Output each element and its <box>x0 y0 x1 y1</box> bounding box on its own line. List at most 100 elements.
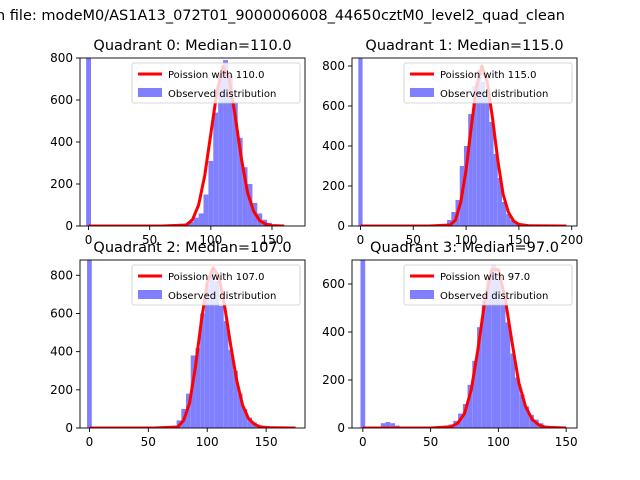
subplot-quadrant-2: 0 50 100 150 0 200 400 600 800 Quadrant 2: Median… <box>50 240 306 449</box>
histogram-bar <box>190 355 196 428</box>
histogram-bar <box>213 112 219 226</box>
histogram-bar <box>360 260 366 428</box>
legend-patch-swatch <box>138 290 162 299</box>
legend-patch-swatch <box>410 290 434 299</box>
x-tick-label: 50 <box>423 435 438 449</box>
x-tick-label: 150 <box>555 435 578 449</box>
histogram-bar <box>493 154 498 226</box>
y-tick-label: 600 <box>322 277 345 291</box>
histogram-bar <box>203 194 209 226</box>
histogram-bar <box>468 114 473 226</box>
x-tick-label: 150 <box>255 435 278 449</box>
x-tick-label: 100 <box>199 233 222 247</box>
histogram-bar <box>463 146 469 226</box>
histogram-bar <box>380 423 386 428</box>
histogram-bar <box>529 414 534 428</box>
y-tick-label: 400 <box>50 345 73 359</box>
histogram-bar <box>247 417 252 428</box>
histogram-bar <box>87 260 92 428</box>
histogram-bar <box>200 313 205 428</box>
legend-box <box>403 264 573 306</box>
histogram-bar <box>447 220 452 226</box>
subplot-title: Quadrant 2: Median=107.0 <box>93 240 291 256</box>
histogram-bar <box>233 370 238 428</box>
histogram-bar <box>497 178 502 226</box>
histogram-bar <box>510 353 515 428</box>
histogram-bar <box>489 122 494 226</box>
histogram-bar <box>227 74 233 226</box>
histogram-bar <box>223 60 228 226</box>
histogram-bar <box>510 220 515 226</box>
histogram-bar <box>496 279 501 428</box>
subplot-title: Quadrant 3: Median=97.0 <box>370 240 559 256</box>
legend-label-observed: Observed distribution <box>168 89 276 100</box>
histogram-bar <box>198 213 204 226</box>
x-tick-label: 100 <box>455 233 478 247</box>
histogram-bar <box>214 281 219 428</box>
y-tick-label: 0 <box>337 421 345 435</box>
x-tick-label: 50 <box>141 435 156 449</box>
histogram-bar <box>472 360 478 428</box>
y-tick-label: 0 <box>337 219 345 233</box>
histogram-bar <box>502 202 507 226</box>
legend-box <box>131 264 301 306</box>
legend-box <box>403 62 573 104</box>
histogram-bar <box>477 327 482 428</box>
histogram-bar <box>385 422 391 428</box>
x-tick-label: 0 <box>357 233 365 247</box>
histogram-bar <box>242 408 248 428</box>
x-tick-label: 100 <box>487 435 510 449</box>
legend: Poission with 110.0 Observed distribution <box>131 62 301 104</box>
axes-frame <box>351 259 578 429</box>
legend-label-observed: Observed distribution <box>440 291 548 302</box>
histogram-bar <box>476 70 481 226</box>
histogram-bar <box>472 86 477 226</box>
histogram-bar <box>219 305 224 428</box>
y-tick-label: 600 <box>322 99 345 113</box>
legend-label-observed: Observed distribution <box>440 89 548 100</box>
histogram-bar <box>451 212 456 226</box>
histogram-bar <box>237 137 243 226</box>
y-tick-label: 200 <box>50 177 73 191</box>
subplot-quadrant-0: 0 50 100 150 0 200 400 600 800 Quadrant 0: Median… <box>50 38 306 247</box>
histogram-bar <box>500 298 506 428</box>
histogram-bar <box>506 214 511 226</box>
legend-box <box>131 62 301 104</box>
histogram-bar <box>480 82 486 226</box>
legend-patch-swatch <box>138 88 162 97</box>
histogram-bar <box>188 221 194 226</box>
y-tick-label: 200 <box>50 383 73 397</box>
x-tick-label: 150 <box>507 233 530 247</box>
histogram-bar <box>204 284 210 428</box>
legend-patch-swatch <box>410 88 434 97</box>
histogram-bar <box>358 58 363 226</box>
legend-label-observed: Observed distribution <box>168 291 276 302</box>
histogram-bar <box>218 72 224 226</box>
y-tick-label: 400 <box>50 135 73 149</box>
subplot-title: Quadrant 0: Median=110.0 <box>93 38 291 54</box>
y-tick-label: 800 <box>50 268 73 282</box>
x-tick-label: 100 <box>196 435 219 449</box>
subplot-quadrant-3: 0 50 100 150 0 200 400 600 Quadrant 3: Median=97… <box>322 240 578 449</box>
y-tick-label: 800 <box>50 51 73 65</box>
histogram-bar <box>195 347 201 428</box>
histogram-bar <box>232 102 238 226</box>
histogram-bar <box>467 384 473 428</box>
y-tick-label: 0 <box>65 421 73 435</box>
x-tick-label: 50 <box>406 233 421 247</box>
x-tick-label: 0 <box>85 233 93 247</box>
subplot-quadrant-1: 0 50 100 150 200 0 200 400 600 800 Quadrant 1: Med… <box>322 38 583 247</box>
histogram-bar <box>462 404 468 428</box>
x-tick-label: 50 <box>142 233 157 247</box>
axes-frame <box>351 57 578 227</box>
histogram-bar <box>247 184 253 226</box>
legend: Poission with 107.0 Observed distribution <box>131 264 301 306</box>
subplot-title: Quadrant 1: Median=115.0 <box>365 38 563 54</box>
legend-label-model: Poission with 97.0 <box>440 272 530 283</box>
y-tick-label: 400 <box>322 325 345 339</box>
x-tick-label: 0 <box>86 435 94 449</box>
legend: Poission with 115.0 Observed distribution <box>403 62 573 104</box>
plot-area <box>358 58 567 226</box>
x-tick-label: 200 <box>560 233 583 247</box>
